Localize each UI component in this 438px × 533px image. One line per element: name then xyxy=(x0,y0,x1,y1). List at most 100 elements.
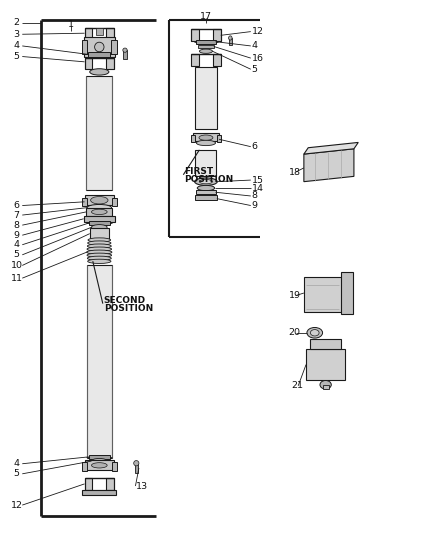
Ellipse shape xyxy=(87,247,112,251)
Polygon shape xyxy=(304,149,354,182)
Text: POSITION: POSITION xyxy=(104,304,153,313)
Bar xyxy=(96,28,103,35)
Bar xyxy=(89,221,110,225)
Bar xyxy=(322,385,328,389)
Bar xyxy=(123,50,127,59)
Bar xyxy=(195,150,216,176)
Text: 2: 2 xyxy=(14,18,20,27)
Ellipse shape xyxy=(95,42,104,52)
Bar xyxy=(213,54,221,66)
Bar xyxy=(84,216,115,222)
Bar xyxy=(196,190,215,195)
Text: 18: 18 xyxy=(289,167,300,176)
Text: 7: 7 xyxy=(14,211,20,220)
Text: 3: 3 xyxy=(14,30,20,39)
Ellipse shape xyxy=(88,259,111,263)
Bar xyxy=(193,133,219,141)
Ellipse shape xyxy=(196,140,215,146)
Bar xyxy=(82,462,87,471)
Bar xyxy=(112,198,117,206)
Ellipse shape xyxy=(134,461,139,466)
Text: 4: 4 xyxy=(252,42,258,51)
Text: 5: 5 xyxy=(252,64,258,74)
Bar xyxy=(341,272,353,314)
Text: 15: 15 xyxy=(252,175,264,184)
Ellipse shape xyxy=(199,49,212,53)
Bar xyxy=(106,58,114,69)
Text: POSITION: POSITION xyxy=(184,174,233,183)
Bar xyxy=(195,195,217,200)
Text: 20: 20 xyxy=(289,328,300,337)
Bar xyxy=(198,45,214,48)
Text: 12: 12 xyxy=(252,27,264,36)
Text: 17: 17 xyxy=(200,12,212,21)
Text: 9: 9 xyxy=(14,231,20,240)
Text: 6: 6 xyxy=(14,201,20,210)
Text: 6: 6 xyxy=(252,142,258,151)
Ellipse shape xyxy=(88,238,111,242)
Ellipse shape xyxy=(87,256,111,261)
Text: 21: 21 xyxy=(291,381,303,390)
Bar xyxy=(196,40,215,44)
Ellipse shape xyxy=(194,178,217,185)
Bar xyxy=(85,196,114,205)
Ellipse shape xyxy=(87,253,112,257)
Bar xyxy=(191,54,199,66)
Text: 8: 8 xyxy=(252,191,258,200)
Bar xyxy=(85,460,114,470)
Ellipse shape xyxy=(311,329,319,336)
Text: 5: 5 xyxy=(14,470,20,478)
Ellipse shape xyxy=(197,185,215,191)
Bar xyxy=(112,462,117,471)
Ellipse shape xyxy=(229,36,232,40)
Text: 5: 5 xyxy=(14,52,20,61)
Bar xyxy=(194,67,217,128)
Bar xyxy=(85,478,92,490)
Polygon shape xyxy=(304,142,358,154)
Text: FIRST: FIRST xyxy=(184,166,213,175)
Bar xyxy=(90,228,109,239)
Ellipse shape xyxy=(92,224,107,230)
Bar xyxy=(217,135,221,142)
Ellipse shape xyxy=(307,327,322,338)
Bar xyxy=(111,41,117,54)
Bar xyxy=(304,277,347,312)
Bar xyxy=(82,41,88,54)
Bar xyxy=(213,29,221,41)
Ellipse shape xyxy=(87,244,111,248)
Ellipse shape xyxy=(87,250,112,254)
Ellipse shape xyxy=(88,241,111,245)
Ellipse shape xyxy=(90,69,109,75)
Text: 4: 4 xyxy=(14,42,20,51)
Ellipse shape xyxy=(123,48,127,52)
Bar xyxy=(84,37,115,56)
Bar xyxy=(229,38,232,45)
Ellipse shape xyxy=(199,180,212,184)
Bar xyxy=(306,349,345,381)
Text: 10: 10 xyxy=(11,261,23,270)
Ellipse shape xyxy=(92,209,107,215)
Bar xyxy=(86,208,113,216)
Ellipse shape xyxy=(199,135,213,140)
Ellipse shape xyxy=(92,458,107,464)
Bar xyxy=(85,28,92,39)
Bar xyxy=(82,490,116,495)
Ellipse shape xyxy=(91,197,108,204)
Bar xyxy=(82,198,87,206)
Text: 5: 5 xyxy=(14,251,20,260)
Bar xyxy=(86,76,113,190)
Text: 1: 1 xyxy=(68,20,74,29)
Bar xyxy=(89,455,110,459)
Text: 12: 12 xyxy=(11,500,23,510)
Bar xyxy=(191,29,199,41)
Ellipse shape xyxy=(87,205,112,211)
Text: 9: 9 xyxy=(252,201,258,210)
Bar xyxy=(134,464,138,473)
Bar xyxy=(88,52,110,56)
Bar xyxy=(106,478,114,490)
Text: 19: 19 xyxy=(289,291,300,300)
Ellipse shape xyxy=(92,463,107,468)
Text: 4: 4 xyxy=(14,459,20,469)
Text: 8: 8 xyxy=(14,221,20,230)
Text: 11: 11 xyxy=(11,273,23,282)
